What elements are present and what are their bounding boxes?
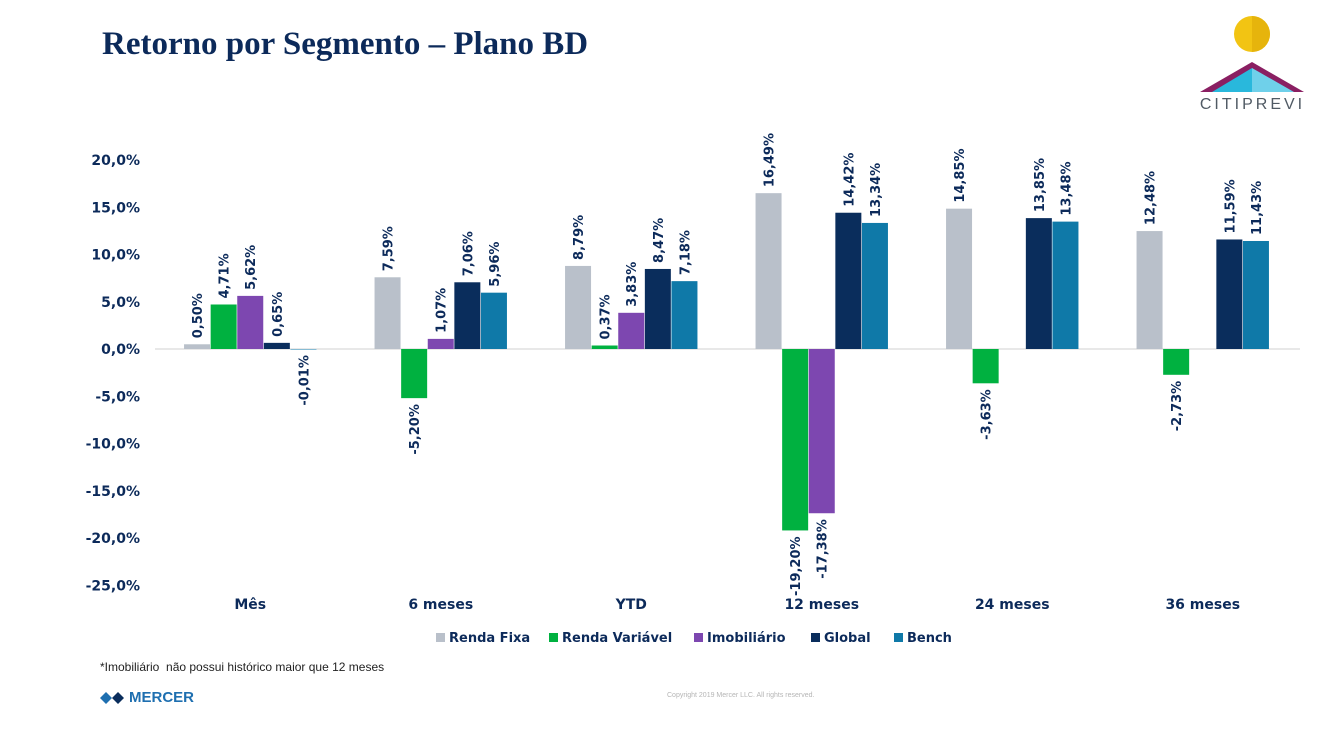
data-label: 14,85%	[953, 149, 968, 203]
bar	[755, 193, 782, 349]
data-label: 11,43%	[1250, 181, 1265, 235]
x-tick-label: 24 meses	[975, 597, 1050, 613]
bar	[1216, 239, 1243, 349]
data-label: 12,48%	[1144, 171, 1159, 225]
legend-label: Renda Variável	[562, 631, 672, 646]
bar	[290, 349, 317, 350]
bar	[835, 212, 862, 349]
bar	[427, 338, 454, 349]
x-tick-label: 36 meses	[1165, 597, 1240, 613]
logo-text: CITIPREVI	[1199, 96, 1306, 113]
data-label: 7,06%	[461, 231, 476, 276]
copyright: Copyright 2019 Mercer LLC. All rights re…	[667, 692, 815, 699]
citiprevi-logo: CITIPREVI	[1190, 10, 1315, 120]
legend-swatch	[549, 633, 558, 642]
bar	[374, 277, 401, 349]
data-label: 0,65%	[271, 292, 286, 337]
legend-label: Bench	[907, 631, 952, 646]
bars: 0,50% 4,71% 5,62% 0,65% -0,01% 7,59% -5,20% 1,0…	[184, 133, 1269, 596]
x-axis: Mês 6 meses YTD 12 meses 24 meses 36 meses	[234, 597, 1240, 613]
slide-title: Retorno por Segmento – Plano BD	[102, 26, 589, 62]
bar	[861, 222, 888, 349]
data-label: -2,73%	[1170, 381, 1185, 432]
y-tick-label: 10,0%	[91, 248, 140, 264]
bar	[591, 345, 618, 349]
y-tick-label: -20,0%	[86, 531, 140, 547]
bar	[210, 304, 237, 349]
x-tick-label: Mês	[234, 597, 266, 613]
data-label: 8,47%	[652, 218, 667, 263]
data-label: 13,85%	[1033, 158, 1048, 212]
data-label: -17,38%	[816, 519, 831, 579]
bar	[644, 268, 671, 349]
y-tick-label: -25,0%	[86, 578, 140, 594]
y-tick-label: -10,0%	[86, 437, 140, 453]
data-label: -5,20%	[408, 404, 423, 455]
y-tick-label: -15,0%	[86, 484, 140, 500]
data-label: 7,18%	[678, 230, 693, 275]
bar	[1242, 240, 1269, 349]
legend-swatch	[811, 633, 820, 642]
bar	[1025, 218, 1052, 349]
legend-swatch	[694, 633, 703, 642]
data-label: -0,01%	[297, 355, 312, 406]
y-tick-label: -5,0%	[95, 389, 140, 405]
bar	[237, 295, 264, 349]
legend-label: Imobiliário	[707, 631, 786, 646]
x-tick-label: YTD	[615, 597, 647, 613]
bar	[184, 344, 211, 349]
data-label: 0,50%	[191, 293, 206, 338]
footnote: *Imobiliário não possui histórico maior …	[100, 660, 385, 674]
data-label: 13,34%	[869, 163, 884, 217]
legend-swatch	[894, 633, 903, 642]
data-label: 4,71%	[218, 253, 233, 298]
bar	[972, 349, 999, 384]
data-label: 5,96%	[488, 242, 503, 287]
legend-label: Renda Fixa	[449, 631, 530, 646]
y-tick-label: 0,0%	[101, 342, 140, 358]
data-label: 3,83%	[625, 262, 640, 307]
mercer-name: MERCER	[129, 689, 195, 706]
bar	[671, 281, 698, 349]
x-tick-label: 6 meses	[408, 597, 473, 613]
data-label: 1,07%	[435, 288, 450, 333]
bar	[782, 349, 809, 531]
citiprevi-logo-icon	[1200, 16, 1304, 92]
data-label: 7,59%	[382, 226, 397, 271]
bar	[480, 292, 507, 349]
data-label: 11,59%	[1223, 179, 1238, 233]
y-tick-label: 5,0%	[101, 295, 140, 311]
data-label: -19,20%	[789, 536, 804, 596]
y-tick-label: 15,0%	[91, 200, 140, 216]
bar	[1136, 231, 1163, 349]
y-tick-label: 20,0%	[91, 153, 140, 169]
data-label: 14,42%	[842, 153, 857, 207]
data-label: 0,37%	[599, 294, 614, 339]
bar	[946, 208, 973, 349]
data-label: 8,79%	[572, 215, 587, 260]
y-axis: 20,0% 15,0% 10,0% 5,0% 0,0% -5,0% -10,0% -15,0%…	[86, 153, 140, 594]
x-tick-label: 12 meses	[784, 597, 859, 613]
data-label: 5,62%	[244, 245, 259, 290]
bar	[401, 349, 428, 399]
bar	[808, 349, 835, 514]
mercer-icon	[100, 691, 124, 704]
bar	[1052, 221, 1079, 349]
bar	[618, 312, 645, 349]
bar	[454, 282, 481, 349]
legend-label: Global	[824, 631, 871, 646]
legend-swatch	[436, 633, 445, 642]
bar	[565, 265, 592, 349]
bar	[1163, 349, 1190, 375]
bar	[263, 342, 290, 349]
mercer-logo: MERCER	[100, 689, 194, 706]
data-label: 13,48%	[1059, 161, 1074, 215]
data-label: -3,63%	[980, 389, 995, 440]
data-label: 16,49%	[763, 133, 778, 187]
legend: Renda Fixa Renda Variável Imobiliário Globa…	[436, 631, 952, 646]
